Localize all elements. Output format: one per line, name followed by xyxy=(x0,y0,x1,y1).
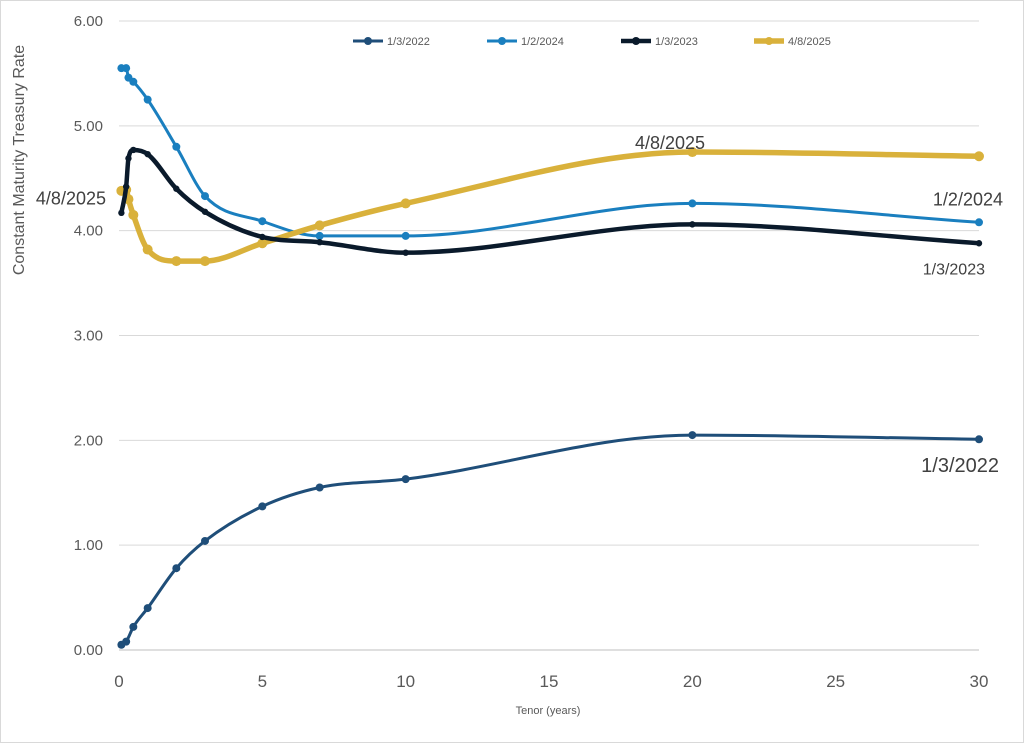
data-point xyxy=(122,637,131,646)
legend-label: 1/2/2024 xyxy=(521,36,564,48)
x-tick-label: 20 xyxy=(683,672,702,691)
data-point xyxy=(688,431,697,440)
data-point xyxy=(129,77,138,86)
line-annotation: 1/2/2024 xyxy=(933,190,1003,210)
line-annotation: 1/3/2023 xyxy=(923,262,985,279)
series-1-2-2024 xyxy=(117,64,983,240)
legend-label: 1/3/2023 xyxy=(655,36,698,48)
data-point xyxy=(122,64,131,73)
data-point xyxy=(118,209,125,217)
legend-marker xyxy=(632,37,640,45)
series-1-3-2022 xyxy=(117,431,983,649)
data-point xyxy=(401,475,410,484)
y-tick-label: 0.00 xyxy=(74,642,103,659)
y-tick-label: 1.00 xyxy=(74,537,103,554)
y-tick-label: 3.00 xyxy=(74,328,103,345)
x-tick-labels: 0 5 10 15 20 25 30 xyxy=(114,672,988,691)
gridlines xyxy=(119,20,979,546)
x-tick-label: 30 xyxy=(970,672,989,691)
y-tick-label: 4.00 xyxy=(74,223,103,240)
data-point xyxy=(201,536,209,545)
data-point xyxy=(688,199,697,208)
data-point xyxy=(171,256,182,267)
data-point xyxy=(258,217,267,226)
data-point xyxy=(257,238,268,249)
line-annotation: 1/3/2022 xyxy=(921,455,999,477)
y-tick-labels: 0.00 1.00 2.00 3.00 4.00 5.00 6.00 xyxy=(74,13,103,659)
data-point xyxy=(314,220,325,231)
data-point xyxy=(258,502,267,511)
y-tick-label: 2.00 xyxy=(74,432,103,449)
legend-marker xyxy=(765,37,773,45)
legend-marker xyxy=(364,37,372,45)
data-point xyxy=(975,435,983,444)
annotations: 4/8/2025 1/2/2024 1/3/2023 1/3/2022 4/8/2025 xyxy=(36,133,1003,477)
data-point xyxy=(316,238,323,246)
legend-label: 1/3/2022 xyxy=(387,36,430,48)
x-tick-label: 10 xyxy=(396,672,415,691)
legend-marker xyxy=(498,37,506,45)
series-line xyxy=(118,149,982,264)
y-axis-title: Constant Maturity Treasury Rate xyxy=(11,45,28,275)
data-point xyxy=(143,95,152,104)
data-point xyxy=(125,155,132,162)
series-4-8-2025 xyxy=(116,147,984,267)
y-tick-label: 5.00 xyxy=(74,118,103,135)
legend: 1/3/2022 1/2/2024 1/3/2023 4/8/2025 xyxy=(353,36,831,48)
data-point xyxy=(200,256,210,267)
data-point xyxy=(129,622,138,631)
x-tick-label: 15 xyxy=(540,672,559,691)
legend-item: 4/8/2025 xyxy=(754,36,831,48)
y-tick-label: 6.00 xyxy=(74,13,103,30)
legend-label: 4/8/2025 xyxy=(788,36,831,48)
legend-item: 1/2/2024 xyxy=(487,36,564,48)
data-point xyxy=(402,249,409,256)
legend-item: 1/3/2023 xyxy=(621,36,698,48)
data-point xyxy=(401,231,410,240)
data-point xyxy=(173,185,180,192)
x-axis-title: Tenor (years) xyxy=(516,705,581,717)
data-point xyxy=(201,192,209,201)
data-point xyxy=(689,221,696,228)
data-point xyxy=(315,231,324,240)
series-lines xyxy=(116,64,984,649)
data-point xyxy=(122,183,130,190)
data-point xyxy=(172,142,181,151)
x-tick-label: 25 xyxy=(826,672,845,691)
data-point xyxy=(400,198,411,209)
data-point xyxy=(128,209,139,220)
data-point xyxy=(130,146,137,154)
data-point xyxy=(974,151,984,162)
x-tick-label: 5 xyxy=(258,672,267,691)
line-annotation: 4/8/2025 xyxy=(36,188,106,208)
data-point xyxy=(687,147,698,158)
data-point xyxy=(142,244,153,255)
line-annotation: 4/8/2025 xyxy=(635,133,705,153)
series-line xyxy=(119,147,982,255)
data-point xyxy=(259,233,266,241)
data-point xyxy=(975,240,983,247)
x-tick-label: 0 xyxy=(114,672,123,691)
data-point xyxy=(143,604,152,613)
data-point xyxy=(315,483,324,492)
data-point xyxy=(172,564,181,573)
legend-item: 1/3/2022 xyxy=(353,36,430,48)
data-point xyxy=(975,218,983,227)
series-line xyxy=(119,433,981,647)
data-point xyxy=(201,208,209,215)
data-point xyxy=(144,150,151,158)
series-1-3-2023 xyxy=(118,146,983,256)
